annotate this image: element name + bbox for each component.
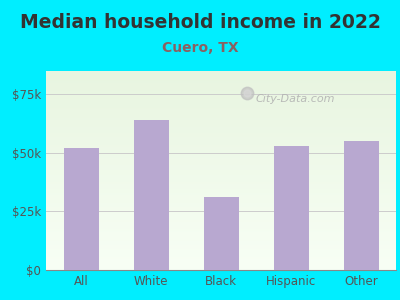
Bar (344, 141, 378, 270)
Bar (64, 148, 98, 270)
Text: Median household income in 2022: Median household income in 2022 (20, 14, 380, 32)
Bar (274, 146, 308, 270)
Bar (204, 197, 238, 270)
Bar (134, 120, 168, 270)
Text: Cuero, TX: Cuero, TX (162, 40, 238, 55)
Text: City-Data.com: City-Data.com (256, 94, 336, 104)
